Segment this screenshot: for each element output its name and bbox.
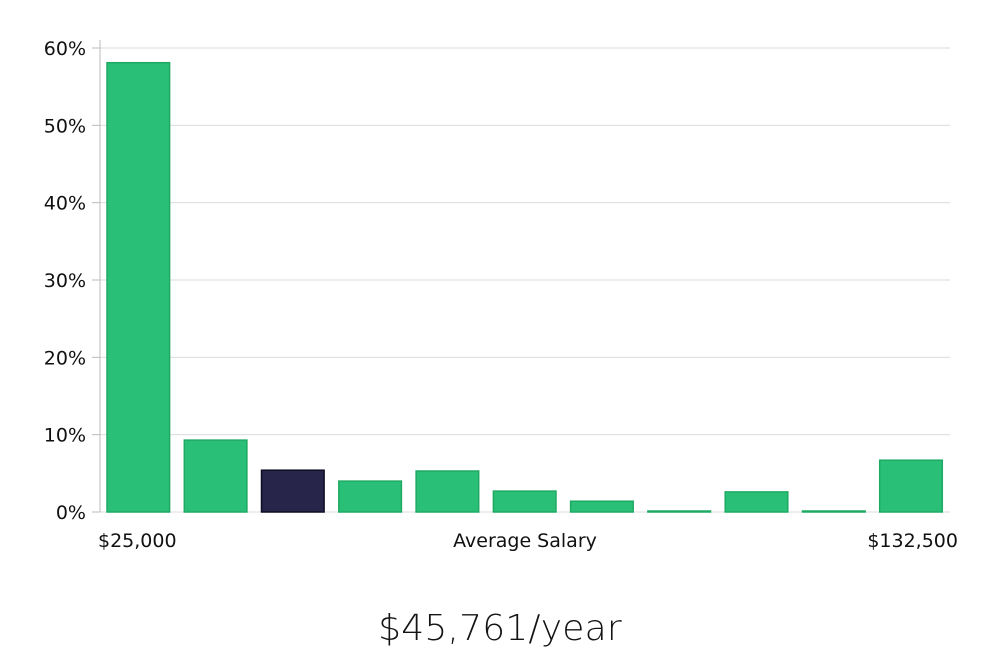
y-tick-label: 60% [44,38,86,60]
bar-highlighted [260,469,325,513]
y-tick-label: 30% [44,270,86,292]
bar [801,510,866,513]
bar [492,490,557,513]
bar [183,439,248,513]
x-axis-max-label: $132,500 [867,530,958,552]
chart-svg: 0% 10% 20% 30% 40% 50% 60% $25,000 Average Salar… [44,38,958,552]
bar [338,480,403,513]
bar [724,491,789,513]
y-tick-label: 0% [56,502,86,524]
y-tick-label: 40% [44,193,86,215]
x-axis-min-label: $25,000 [98,530,177,552]
bar [106,61,171,513]
bar [415,470,480,513]
salary-histogram-chart: 0% 10% 20% 30% 40% 50% 60% $25,000 Average Salar… [44,38,958,552]
y-tick-label: 20% [44,347,86,369]
bar [569,500,634,513]
x-axis-title: Average Salary [453,530,597,552]
y-tick-label: 10% [44,425,86,447]
bar [647,510,712,513]
y-tick-label: 50% [44,115,86,137]
bar [878,459,944,513]
average-salary-value: $45,761/year [378,608,622,649]
